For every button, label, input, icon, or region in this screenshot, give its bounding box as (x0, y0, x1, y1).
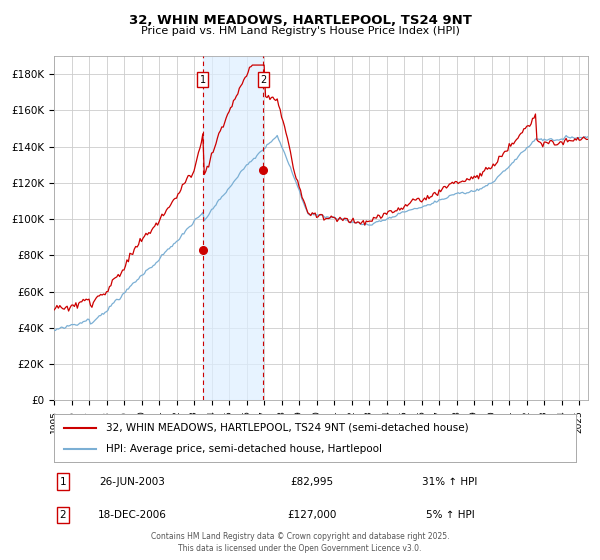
Text: 2: 2 (260, 74, 266, 85)
Text: 31% ↑ HPI: 31% ↑ HPI (422, 477, 478, 487)
Text: Contains HM Land Registry data © Crown copyright and database right 2025.
This d: Contains HM Land Registry data © Crown c… (151, 532, 449, 553)
Text: £127,000: £127,000 (287, 510, 337, 520)
Text: 5% ↑ HPI: 5% ↑ HPI (425, 510, 475, 520)
Text: 1: 1 (59, 477, 67, 487)
Bar (203, 56, 263, 400)
Text: 32, WHIN MEADOWS, HARTLEPOOL, TS24 9NT: 32, WHIN MEADOWS, HARTLEPOOL, TS24 9NT (128, 14, 472, 27)
Text: 2: 2 (59, 510, 67, 520)
Text: 18-DEC-2006: 18-DEC-2006 (98, 510, 166, 520)
Text: 1: 1 (200, 74, 206, 85)
Text: 32, WHIN MEADOWS, HARTLEPOOL, TS24 9NT (semi-detached house): 32, WHIN MEADOWS, HARTLEPOOL, TS24 9NT (… (106, 423, 469, 433)
Text: 26-JUN-2003: 26-JUN-2003 (99, 477, 165, 487)
Text: HPI: Average price, semi-detached house, Hartlepool: HPI: Average price, semi-detached house,… (106, 444, 382, 454)
Text: Price paid vs. HM Land Registry's House Price Index (HPI): Price paid vs. HM Land Registry's House … (140, 26, 460, 36)
Text: £82,995: £82,995 (290, 477, 334, 487)
